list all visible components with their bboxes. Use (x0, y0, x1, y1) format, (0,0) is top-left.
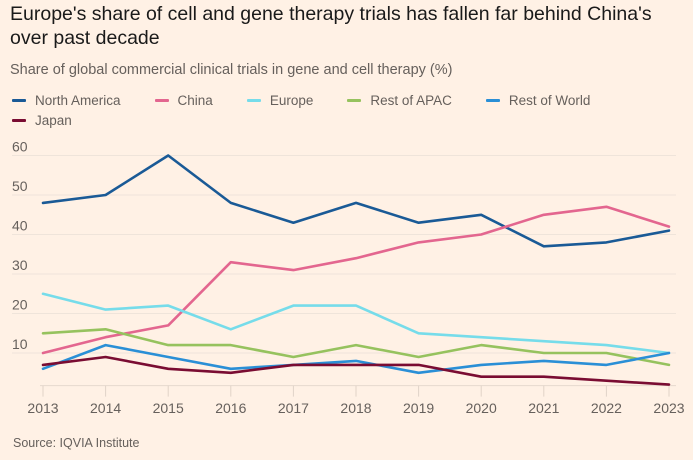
legend-label: China (177, 92, 213, 108)
x-tick-label: 2016 (215, 400, 246, 416)
legend-swatch-rest-of-world (485, 98, 500, 102)
legend-row: North America China Europe Rest of APAC … (12, 90, 682, 110)
series-lines (41, 154, 671, 386)
series-line-rest-of-apac (41, 327, 671, 367)
x-tick-label: 2015 (153, 400, 184, 416)
legend-item-europe: Europe (246, 92, 314, 108)
x-tick-label: 2023 (653, 400, 684, 416)
x-tick-label: 2020 (466, 400, 497, 416)
series-line-china (41, 205, 671, 355)
x-tick-label: 2021 (528, 400, 559, 416)
chart-subtitle: Share of global commercial clinical tria… (10, 62, 453, 78)
legend-label: Europe (269, 92, 314, 108)
legend-swatch-china (154, 98, 169, 102)
legend-item-japan: Japan (12, 113, 72, 128)
x-tick-label: 2022 (591, 400, 622, 416)
legend-label: Rest of APAC (370, 92, 452, 108)
series-line-europe (41, 292, 671, 355)
x-tick-label: 2017 (278, 400, 309, 416)
x-tick-label: 2013 (27, 400, 58, 416)
x-axis: 2013 2014 2015 2016 2017 2018 2019 2020 2021 2022… (27, 385, 685, 416)
chart-title: Europe's share of cell and gene therapy … (10, 3, 652, 49)
legend-item-north-america: North America (12, 93, 121, 108)
legend-swatch-japan (12, 118, 26, 122)
legend-label: Japan (35, 112, 72, 128)
legend-label: Rest of World (508, 92, 591, 108)
series-line-rest-of-world (41, 343, 671, 375)
y-tick-label: 20 (12, 297, 28, 313)
y-axis: 10 20 30 40 50 60 (12, 139, 28, 353)
legend-swatch-rest-of-apac (347, 98, 362, 102)
legend-swatch-north-america (12, 98, 26, 102)
x-tick-label: 2014 (90, 400, 121, 416)
legend-item-rest-of-apac: Rest of APAC (347, 93, 452, 108)
y-tick-label: 40 (12, 218, 28, 234)
x-tick-label: 2019 (403, 400, 434, 416)
source-note: Source: IQVIA Institute (13, 436, 140, 450)
series-line-japan (41, 355, 671, 386)
legend-swatch-europe (246, 98, 261, 102)
y-tick-label: 50 (12, 178, 28, 194)
x-tick-label: 2018 (340, 400, 371, 416)
legend: North America China Europe Rest of APAC … (12, 90, 682, 130)
y-tick-label: 10 (12, 336, 28, 352)
gridlines (12, 155, 676, 387)
series-line-north-america (41, 154, 671, 248)
legend-label: North America (35, 92, 121, 108)
legend-item-china: China (154, 92, 213, 108)
legend-row: Japan (12, 110, 682, 130)
legend-item-rest-of-world: Rest of World (485, 92, 591, 108)
y-tick-label: 30 (12, 257, 28, 273)
y-tick-label: 60 (12, 139, 28, 155)
